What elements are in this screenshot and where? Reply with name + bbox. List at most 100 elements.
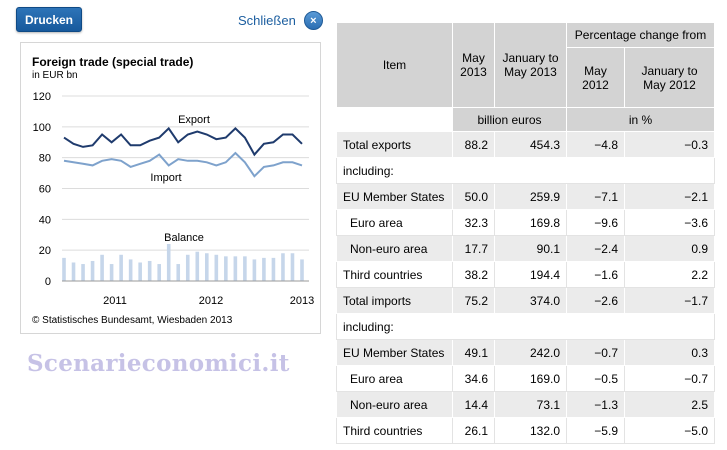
row-value-v1: 17.7 bbox=[452, 235, 495, 262]
table-row: Non-euro area 14.4 73.1 −1.3 2.5 bbox=[336, 391, 715, 418]
balance-bar bbox=[147, 260, 152, 281]
x-tick-label: 2012 bbox=[199, 295, 223, 307]
table-row: Total exports 88.2 454.3 −4.8 −0.3 bbox=[336, 131, 715, 158]
row-value-v3: −1.6 bbox=[566, 261, 625, 288]
table-row: Euro area 34.6 169.0 −0.5 −0.7 bbox=[336, 365, 715, 392]
row-value-v2: 132.0 bbox=[494, 417, 567, 444]
row-value-v1: 26.1 bbox=[452, 417, 495, 444]
row-value-v1: 50.0 bbox=[452, 183, 495, 210]
table-body: Total exports 88.2 454.3 −4.8 −0.3 including:… bbox=[336, 131, 715, 444]
series-label-import: Import bbox=[150, 172, 181, 184]
header-percentage-change: Percentage change from bbox=[566, 22, 715, 48]
balance-bar bbox=[195, 251, 200, 281]
y-tick-label: 120 bbox=[33, 91, 51, 103]
row-value-v3: −2.4 bbox=[566, 235, 625, 262]
chart-title: Foreign trade (special trade) bbox=[32, 55, 194, 69]
series-label-export: Export bbox=[178, 114, 210, 126]
row-value-v4: −1.7 bbox=[624, 287, 715, 314]
row-label: Third countries bbox=[336, 417, 453, 444]
balance-bar bbox=[119, 254, 123, 281]
balance-bar bbox=[109, 264, 114, 281]
y-tick-label: 80 bbox=[39, 153, 51, 165]
row-value-v4: 2.5 bbox=[624, 391, 715, 418]
row-value-v3: −4.8 bbox=[566, 131, 625, 158]
balance-bar bbox=[214, 254, 219, 281]
row-label: including: bbox=[336, 313, 715, 340]
balance-bar bbox=[62, 257, 66, 281]
row-value-v3: −0.5 bbox=[566, 365, 625, 392]
row-value-v3: −2.6 bbox=[566, 287, 625, 314]
y-tick-label: 100 bbox=[33, 122, 51, 134]
balance-bar bbox=[176, 264, 181, 281]
row-value-v4: −2.1 bbox=[624, 183, 715, 210]
row-value-v2: 242.0 bbox=[494, 339, 567, 366]
balance-bar bbox=[71, 262, 76, 281]
balance-bar bbox=[271, 257, 276, 281]
balance-bar bbox=[300, 259, 304, 281]
row-value-v4: −0.7 bbox=[624, 365, 715, 392]
x-tick-label: 2013 bbox=[290, 295, 314, 307]
row-value-v2: 374.0 bbox=[494, 287, 567, 314]
row-label: including: bbox=[336, 157, 715, 184]
row-value-v2: 194.4 bbox=[494, 261, 567, 288]
row-value-v2: 454.3 bbox=[494, 131, 567, 158]
table-row: Total imports 75.2 374.0 −2.6 −1.7 bbox=[336, 287, 715, 314]
row-value-v2: 259.9 bbox=[494, 183, 567, 210]
row-label: Euro area bbox=[336, 209, 453, 236]
balance-bar bbox=[185, 254, 190, 281]
row-value-v4: −5.0 bbox=[624, 417, 715, 444]
row-value-v2: 90.1 bbox=[494, 235, 567, 262]
chart-subtitle: in EUR bn bbox=[32, 70, 78, 81]
balance-bar bbox=[262, 257, 266, 281]
balance-bar bbox=[290, 253, 295, 281]
row-label: EU Member States bbox=[336, 339, 453, 366]
y-tick-label: 20 bbox=[39, 245, 51, 257]
row-value-v4: 0.9 bbox=[624, 235, 715, 262]
balance-bar bbox=[233, 256, 238, 281]
row-label: Total imports bbox=[336, 287, 453, 314]
series-line-import bbox=[63, 151, 303, 178]
y-tick-label: 0 bbox=[45, 276, 51, 288]
table-row: EU Member States 50.0 259.9 −7.1 −2.1 bbox=[336, 183, 715, 210]
header-jan-may-2012: January to May 2012 bbox=[624, 47, 715, 108]
header-may-2012: May 2012 bbox=[566, 47, 625, 108]
series-line-export bbox=[63, 126, 303, 157]
balance-bar bbox=[252, 259, 257, 281]
trade-table: Item May 2013 January to May 2013 Percen… bbox=[336, 22, 715, 444]
balance-bar bbox=[138, 262, 142, 281]
row-value-v3: −9.6 bbox=[566, 209, 625, 236]
table-row: Non-euro area 17.7 90.1 −2.4 0.9 bbox=[336, 235, 715, 262]
print-button[interactable]: Drucken bbox=[16, 7, 82, 32]
row-value-v2: 169.8 bbox=[494, 209, 567, 236]
row-value-v4: −0.3 bbox=[624, 131, 715, 158]
row-label: Non-euro area bbox=[336, 235, 453, 262]
close-link[interactable]: Schließen × bbox=[238, 11, 323, 30]
row-value-v1: 38.2 bbox=[452, 261, 495, 288]
table-row: including: bbox=[336, 313, 715, 340]
close-icon[interactable]: × bbox=[303, 11, 323, 30]
table-row: EU Member States 49.1 242.0 −0.7 0.3 bbox=[336, 339, 715, 366]
table-row: Euro area 32.3 169.8 −9.6 −3.6 bbox=[336, 209, 715, 236]
header-jan-may-2013: January to May 2013 bbox=[494, 22, 567, 108]
balance-bar bbox=[128, 259, 133, 281]
close-label[interactable]: Schließen bbox=[238, 13, 296, 28]
row-value-v4: −3.6 bbox=[624, 209, 715, 236]
balance-bar bbox=[100, 254, 104, 281]
header-unit-pct: in % bbox=[566, 107, 715, 132]
chart-panel: 120 100 80 60 40 20 0 2011 2012 2013 Export Import B… bbox=[20, 42, 321, 334]
row-value-v4: 0.3 bbox=[624, 339, 715, 366]
chart-source: © Statistisches Bundesamt, Wiesbaden 201… bbox=[32, 315, 233, 326]
balance-bar bbox=[81, 264, 85, 281]
row-label: Third countries bbox=[336, 261, 453, 288]
table-row: Third countries 26.1 132.0 −5.9 −5.0 bbox=[336, 417, 715, 444]
table-row: Third countries 38.2 194.4 −1.6 2.2 bbox=[336, 261, 715, 288]
row-value-v3: −5.9 bbox=[566, 417, 625, 444]
row-value-v3: −1.3 bbox=[566, 391, 625, 418]
balance-bar bbox=[224, 256, 228, 281]
header-unit-empty bbox=[336, 107, 453, 132]
row-value-v2: 169.0 bbox=[494, 365, 567, 392]
balance-bar bbox=[281, 253, 285, 281]
row-label: EU Member States bbox=[336, 183, 453, 210]
row-value-v1: 14.4 bbox=[452, 391, 495, 418]
row-value-v4: 2.2 bbox=[624, 261, 715, 288]
